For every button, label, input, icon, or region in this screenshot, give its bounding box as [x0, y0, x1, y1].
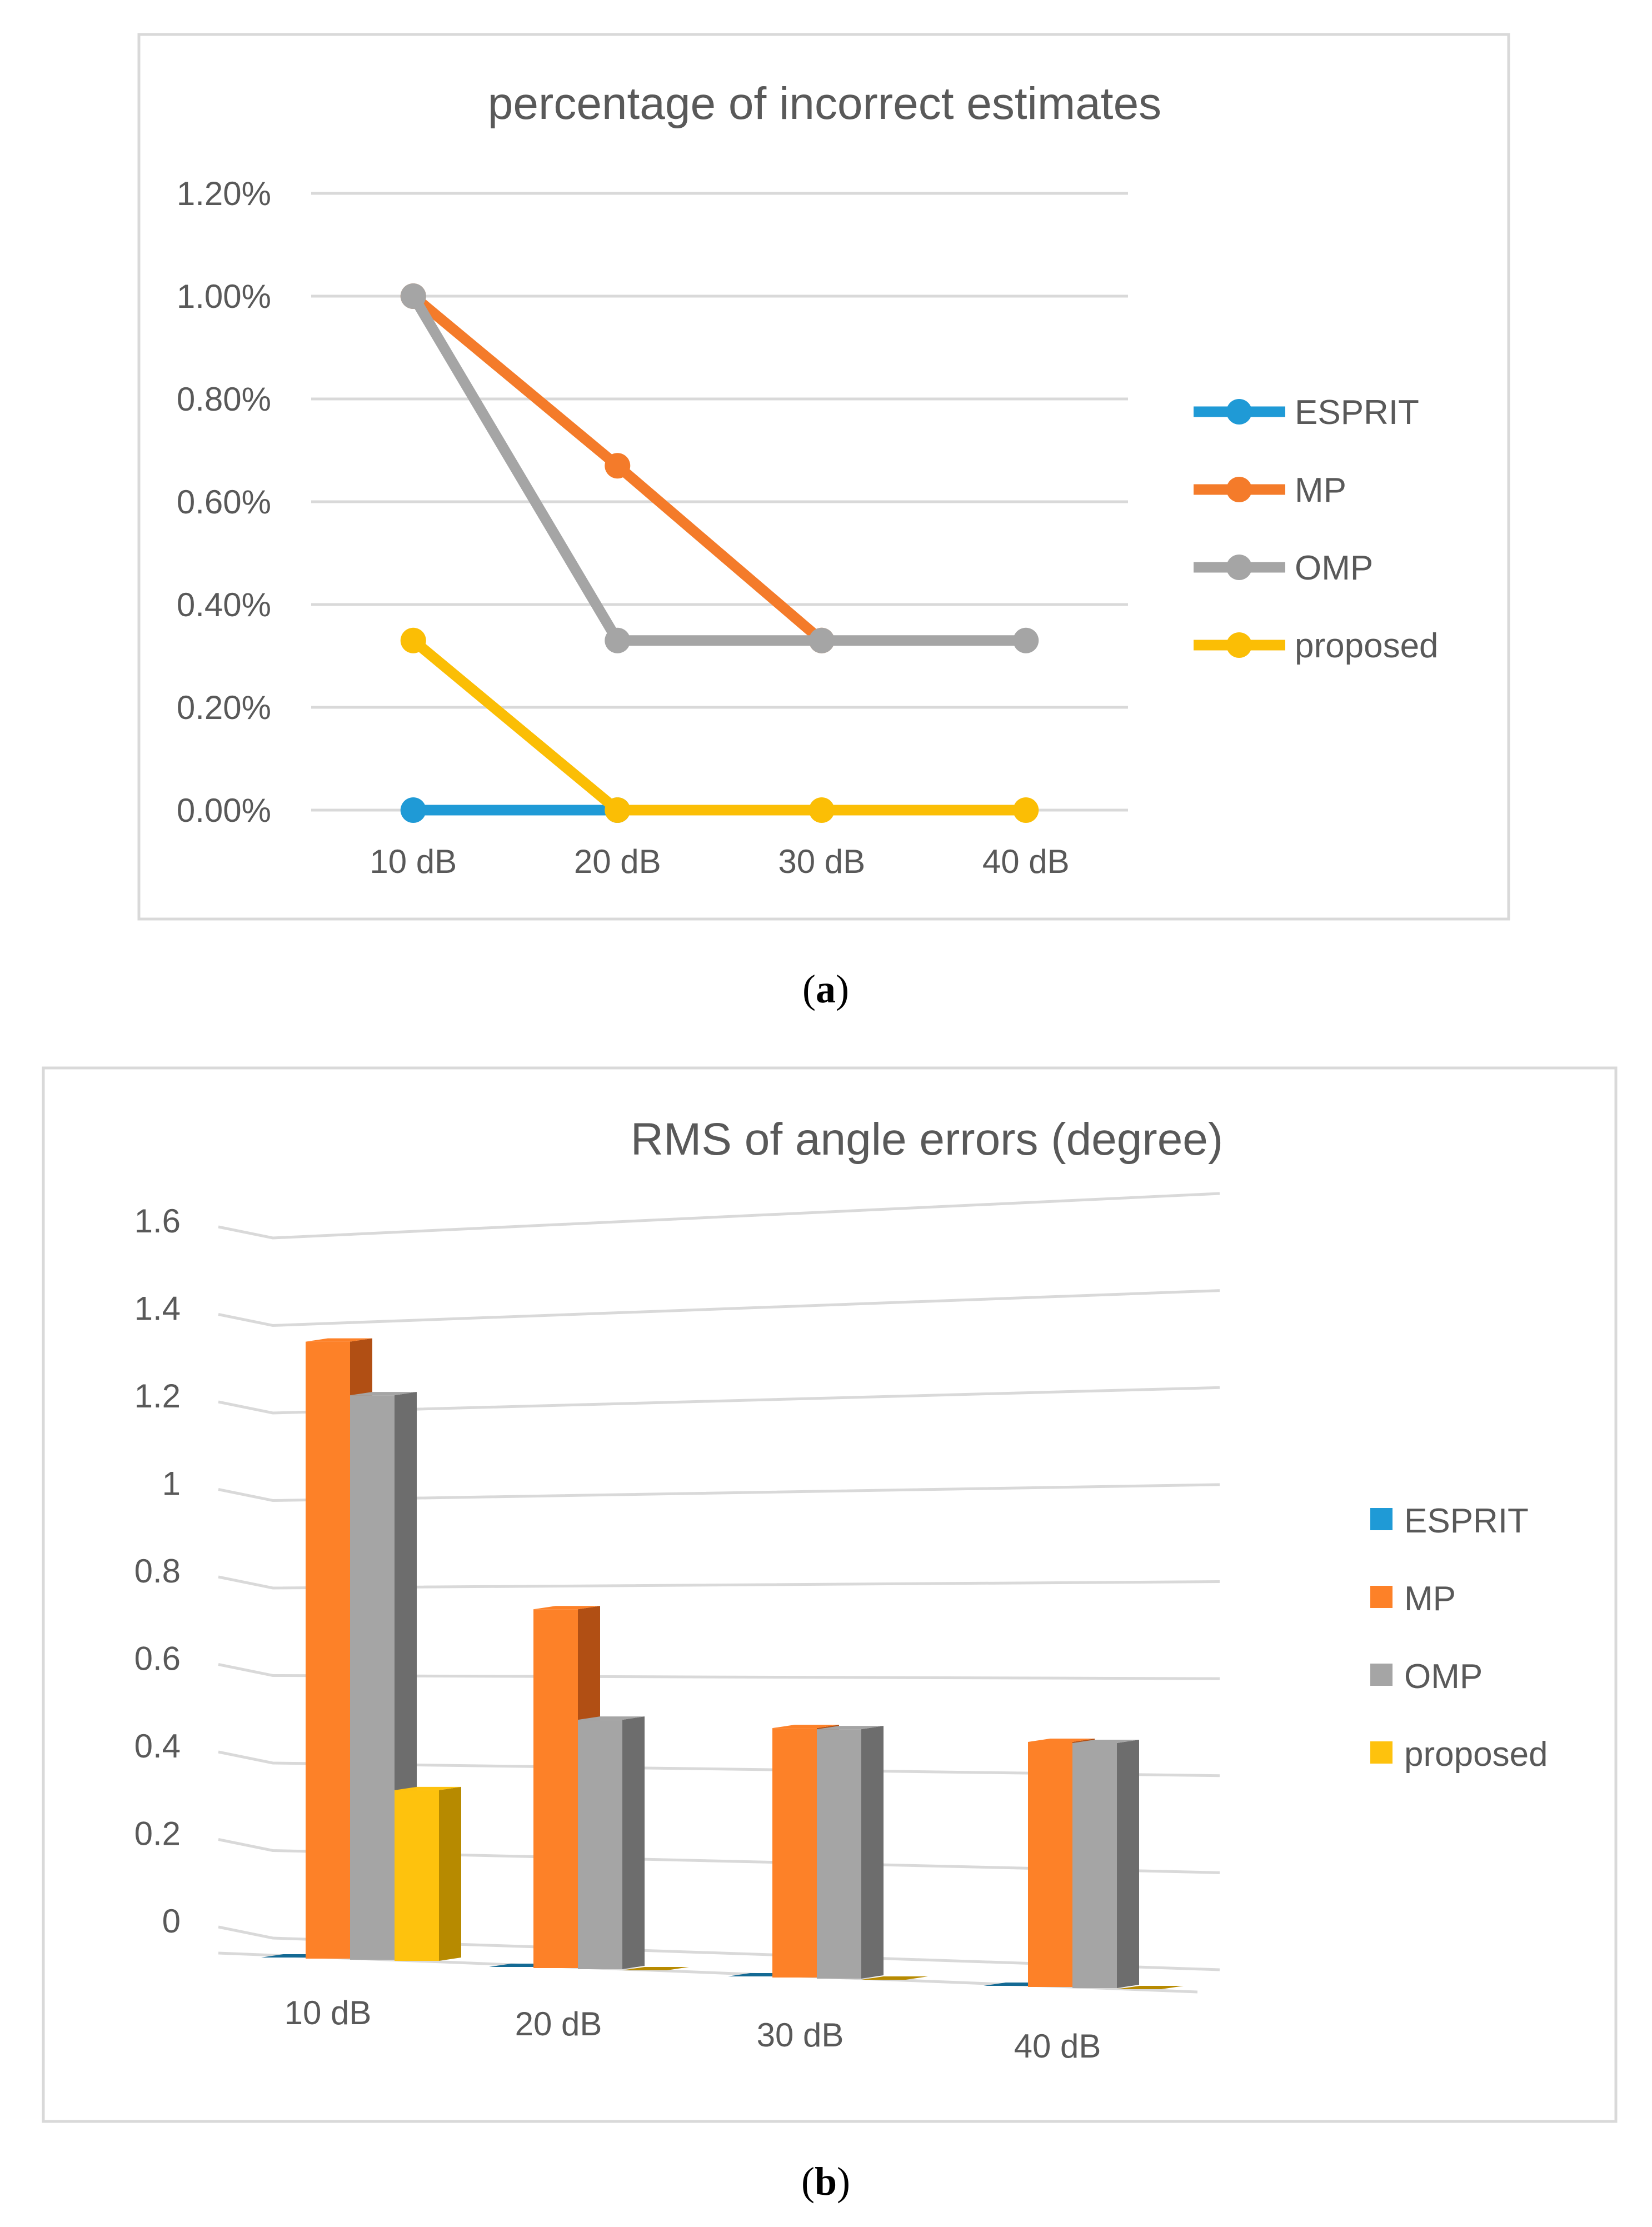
chart-b-bar-top-mp: [306, 1338, 372, 1342]
chart-b-gridline: [218, 1483, 1220, 1502]
chart-a-legend-label-proposed: proposed: [1295, 627, 1439, 665]
chart-a-point-omp: [1013, 627, 1039, 653]
chart-b-y-tick-label: 0: [162, 1903, 181, 1940]
chart-b-gridline: [218, 1925, 1220, 1971]
chart-b-gridline: [218, 1289, 1220, 1327]
chart-a-point-mp: [605, 453, 631, 479]
chart-b-bar-omp: [350, 1395, 395, 1960]
chart-b-bar-mp: [772, 1728, 817, 1978]
chart-a-frame: [137, 33, 1510, 921]
chart-b-bar-top-mp: [1028, 1739, 1095, 1742]
chart-a-point-omp: [400, 283, 426, 309]
chart-b-gridline: [218, 1575, 1220, 1590]
chart-b-legend-swatch-esprit: [1370, 1508, 1393, 1530]
chart-b-bar-mp: [533, 1609, 578, 1968]
chart-b-legend-swatch-omp: [1370, 1664, 1393, 1686]
chart-a-point-proposed: [605, 797, 631, 823]
chart-b-y-tick-label: 0.8: [134, 1552, 181, 1590]
chart-a-point-esprit: [400, 797, 426, 823]
chart-a-y-tick-label: 0.80%: [177, 381, 271, 418]
chart-a-point-proposed: [808, 797, 835, 823]
chart-a-series-line-proposed: [410, 636, 1026, 816]
chart-b-legend-swatch-mp: [1370, 1586, 1393, 1608]
chart-b-y-tick-label: 1.2: [134, 1377, 181, 1415]
chart-a-point-proposed: [1013, 797, 1039, 823]
chart-b-bar-top-omp: [350, 1392, 417, 1396]
chart-b-y-tick-label: 1: [162, 1465, 181, 1502]
chart-b-y-tick-label: 0.2: [134, 1815, 181, 1852]
chart-b-legend-label-mp: MP: [1404, 1580, 1456, 1618]
chart-b-legend: ESPRIT MP OMP proposed: [1370, 1502, 1548, 1774]
chart-b-bar-proposed: [395, 1790, 439, 1961]
chart-b-bar-side-omp: [861, 1726, 884, 1979]
chart-b-bar-omp: [1072, 1743, 1117, 1988]
chart-b-legend-label-esprit: ESPRIT: [1404, 1502, 1529, 1540]
chart-b-y-tick-label: 1.4: [134, 1290, 181, 1327]
chart-b-legend-swatch-proposed: [1370, 1741, 1393, 1764]
chart-b-bar-omp: [578, 1720, 622, 1969]
chart-a-point-omp: [605, 627, 631, 653]
chart-b-bar-top-mp: [533, 1606, 600, 1610]
chart-b-bar-side-omp: [622, 1716, 645, 1969]
chart-b-legend-label-proposed: proposed: [1404, 1735, 1548, 1774]
chart-a-y-tick-label: 0.00%: [177, 792, 271, 829]
chart-b-gridline: [218, 1750, 1220, 1777]
chart-b-y-tick-label: 0.6: [134, 1640, 181, 1677]
chart-b-plot: 0 0.2 0.4 0.6 0.8 1 1.2 1.4 1.6 10 dB 20 dB 30 dB 40…: [134, 1192, 1220, 2065]
chart-a-y-tick-label: 0.60%: [177, 483, 271, 521]
chart-a-x-tick-label: 20 dB: [574, 843, 661, 880]
chart-b-bar-top-omp: [578, 1716, 645, 1720]
chart-b-bar-top-proposed: [395, 1786, 461, 1790]
chart-b-frame: [42, 1066, 1618, 2123]
chart-a-title: percentage of incorrect estimates: [488, 78, 1161, 129]
chart-b-x-tick-label: 30 dB: [757, 2016, 844, 2054]
chart-a-y-tick-label: 0.40%: [177, 586, 271, 623]
chart-b-x-tick-label: 40 dB: [1014, 2028, 1101, 2065]
chart-b-bar-mp: [1028, 1742, 1072, 1987]
chart-a-legend-marker-proposed: [1226, 632, 1252, 658]
chart-b-gridline: [218, 1663, 1220, 1680]
chart-b-bar-side-omp: [1117, 1740, 1139, 1988]
chart-a-y-tick-label: 1.00%: [177, 278, 271, 315]
chart-b-gridline: [218, 1838, 1220, 1874]
chart-b-bar-proposed: [1117, 1986, 1184, 1989]
chart-b-bar-proposed: [861, 1976, 928, 1980]
chart-b-legend-label-omp: OMP: [1404, 1657, 1483, 1696]
chart-a-series-line-omp: [408, 293, 1026, 646]
chart-b-gridline: [218, 1192, 1220, 1240]
chart-b-bar-top-mp: [772, 1725, 839, 1729]
chart-a-y-tick-label: 0.20%: [177, 689, 271, 726]
caption-a: (a): [802, 967, 849, 1011]
chart-b-title: RMS of angle errors (degree): [631, 1114, 1223, 1165]
chart-b-bar-top-omp: [1072, 1740, 1139, 1743]
chart-b-bar-mp: [306, 1341, 350, 1959]
caption-b: (b): [801, 2159, 850, 2204]
chart-b-bar-top-omp: [817, 1726, 884, 1730]
chart-a-legend-marker-esprit: [1226, 399, 1252, 425]
chart-b-bar-omp: [817, 1729, 861, 1979]
chart-b-y-tick-label: 1.6: [134, 1202, 181, 1240]
chart-a-legend: ESPRIT MP OMP proposed: [1194, 393, 1439, 665]
chart-a-x-tick-label: 30 dB: [778, 843, 865, 880]
chart-a-legend-label-mp: MP: [1295, 471, 1346, 510]
chart-b-gridline: [218, 1386, 1220, 1415]
chart-a-x-tick-label: 10 dB: [370, 843, 457, 880]
chart-a-plot: 0.00% 0.20% 0.40% 0.60% 0.80% 1.00% 1.20% 10 dB…: [177, 175, 1128, 880]
chart-b-bar-proposed: [622, 1967, 689, 1970]
chart-a-point-proposed: [400, 627, 426, 653]
chart-a-legend-label-omp: OMP: [1295, 549, 1373, 587]
chart-a-legend-marker-mp: [1226, 477, 1252, 502]
chart-b-x-tick-label: 10 dB: [285, 1994, 372, 2031]
caption-b-letter: b: [815, 2159, 837, 2204]
chart-b-bar-side-proposed: [439, 1786, 461, 1961]
chart-a-y-tick-label: 1.20%: [177, 175, 271, 212]
chart-a-x-tick-label: 40 dB: [982, 843, 1070, 880]
chart-a-legend-label-esprit: ESPRIT: [1295, 393, 1419, 432]
chart-a-point-omp: [808, 627, 835, 653]
caption-a-letter: a: [816, 967, 836, 1011]
chart-b-x-tick-label: 20 dB: [515, 2005, 602, 2043]
chart-a-legend-marker-omp: [1226, 555, 1252, 580]
chart-b-y-tick-label: 0.4: [134, 1727, 181, 1765]
